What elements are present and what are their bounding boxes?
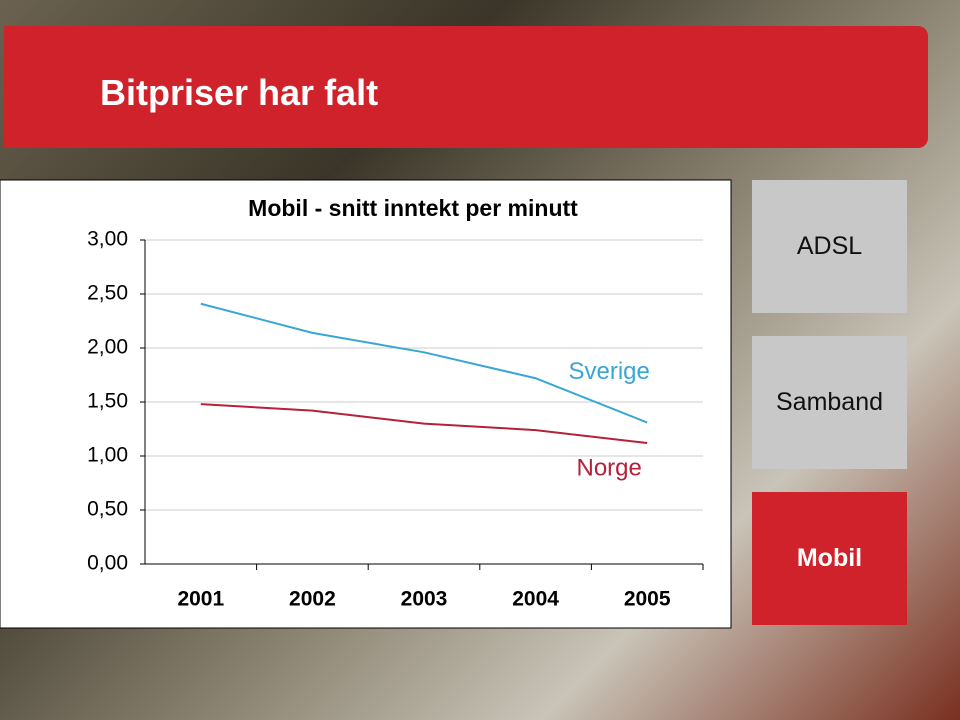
x-tick-label: 2005 bbox=[624, 588, 671, 611]
y-tick-label: 3,00 bbox=[87, 228, 128, 251]
y-tick-label: 0,50 bbox=[87, 498, 128, 521]
x-tick-label: 2004 bbox=[512, 588, 559, 611]
series-line bbox=[200, 302, 648, 424]
slide-title: Bitpriser har falt bbox=[100, 72, 379, 113]
nav-button[interactable]: ADSL bbox=[752, 180, 907, 313]
legend-label: Sverige bbox=[569, 358, 650, 385]
x-tick-label: 2003 bbox=[401, 588, 448, 611]
y-tick-label: 2,00 bbox=[87, 336, 128, 359]
nav-button[interactable]: Samband bbox=[752, 336, 907, 469]
chart-title: Mobil - snitt inntekt per minutt bbox=[248, 195, 578, 221]
x-tick-label: 2002 bbox=[289, 588, 336, 611]
chart-background bbox=[0, 179, 732, 629]
y-tick-label: 0,00 bbox=[87, 552, 128, 575]
y-tick-label: 1,50 bbox=[87, 390, 128, 413]
series-line bbox=[200, 403, 648, 445]
y-tick-label: 1,00 bbox=[87, 444, 128, 467]
legend-label: Norge bbox=[577, 454, 642, 481]
title-banner: Bitpriser har falt bbox=[4, 26, 928, 148]
x-tick-label: 2001 bbox=[177, 588, 224, 611]
nav-button[interactable]: Mobil bbox=[752, 492, 907, 625]
y-tick-label: 2,50 bbox=[87, 282, 128, 305]
